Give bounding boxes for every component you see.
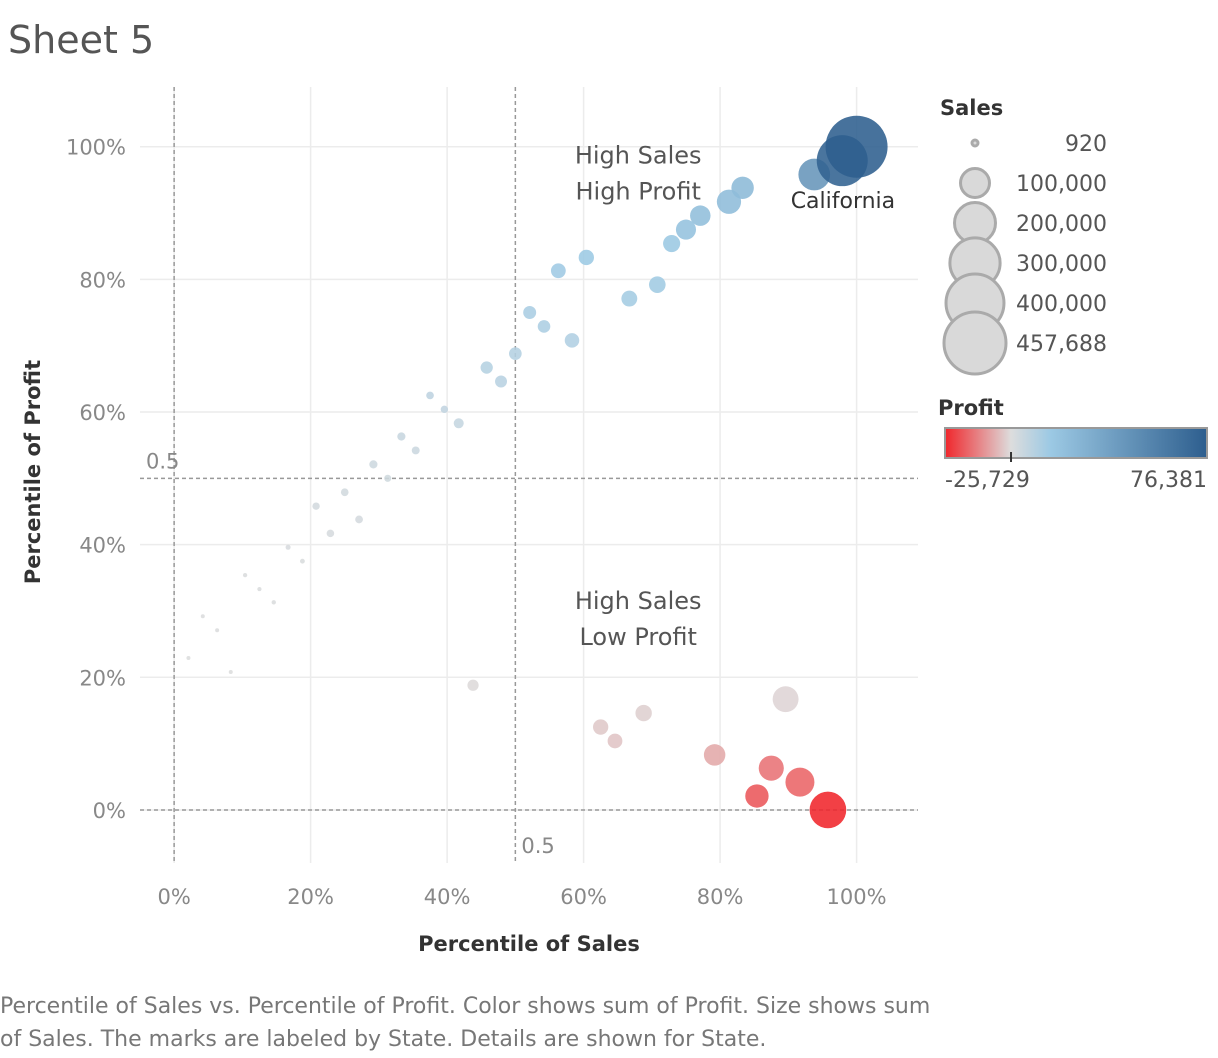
data-point[interactable] bbox=[312, 502, 320, 510]
data-point[interactable] bbox=[285, 544, 291, 550]
quadrant-annotation: High Sales bbox=[575, 141, 702, 169]
data-point[interactable] bbox=[716, 189, 742, 214]
quadrant-annotations: High Sales High Profit High Sales Low Profi… bbox=[575, 141, 702, 651]
y-tick-label: 40% bbox=[79, 534, 126, 558]
sales-legend-label: 400,000 bbox=[1016, 292, 1107, 317]
data-point[interactable] bbox=[384, 474, 392, 482]
data-point[interactable] bbox=[509, 347, 522, 360]
quadrant-annotation: Low Profit bbox=[579, 623, 697, 651]
reference-lines: 0.5 0.5 bbox=[140, 87, 918, 863]
data-point[interactable] bbox=[607, 733, 623, 749]
data-point[interactable] bbox=[299, 558, 305, 564]
sales-legend-circle bbox=[959, 167, 991, 199]
profit-gradient-bar bbox=[944, 427, 1208, 459]
point-label-california: California bbox=[791, 189, 895, 214]
scatter-chart: 0.5 0.5 0% 20% 40% 60% 80% 100% 0% 20% 40% 60% 80%… bbox=[21, 87, 1208, 956]
data-point[interactable] bbox=[592, 719, 609, 735]
data-point[interactable] bbox=[426, 391, 434, 400]
sales-legend-label: 920 bbox=[1065, 132, 1107, 157]
data-point[interactable] bbox=[271, 600, 276, 605]
data-point[interactable] bbox=[550, 263, 566, 279]
data-point[interactable] bbox=[523, 306, 537, 319]
data-point[interactable] bbox=[228, 669, 233, 674]
profit-legend-title: Profit bbox=[938, 396, 1004, 420]
x-reference-label: 0.5 bbox=[521, 834, 554, 858]
sales-legend-circle bbox=[942, 310, 1008, 376]
data-point[interactable] bbox=[648, 276, 666, 293]
data-point[interactable] bbox=[772, 686, 799, 713]
data-point[interactable] bbox=[825, 115, 888, 178]
sales-legend-items: 920 100,000 200,000 300,000 400,000 457,688 bbox=[942, 132, 1107, 376]
data-point[interactable] bbox=[537, 320, 551, 333]
x-axis-title: Percentile of Sales bbox=[418, 932, 640, 956]
data-point[interactable] bbox=[440, 405, 449, 414]
sales-legend-label: 300,000 bbox=[1016, 252, 1107, 277]
sales-legend-title: Sales bbox=[940, 96, 1003, 120]
grid-layer bbox=[140, 87, 918, 863]
x-tick-label: 60% bbox=[560, 885, 607, 909]
data-point[interactable] bbox=[215, 628, 220, 633]
quadrant-annotation: High Profit bbox=[575, 177, 700, 205]
y-tick-label: 20% bbox=[79, 666, 126, 690]
data-point[interactable] bbox=[675, 219, 697, 240]
sheet-title: Sheet 5 bbox=[8, 18, 155, 62]
profit-legend-min: -25,729 bbox=[945, 468, 1030, 493]
profit-legend-max: 76,381 bbox=[1130, 468, 1207, 493]
point-labels: California bbox=[791, 189, 895, 214]
profit-color-legend[interactable]: Profit -25,729 76,381 bbox=[938, 396, 1208, 493]
data-point[interactable] bbox=[453, 418, 464, 429]
y-axis-title: Percentile of Profit bbox=[21, 360, 45, 584]
data-point[interactable] bbox=[758, 755, 784, 781]
data-point[interactable] bbox=[564, 333, 580, 348]
x-tick-label: 40% bbox=[424, 885, 471, 909]
data-point[interactable] bbox=[200, 614, 205, 619]
data-point[interactable] bbox=[495, 375, 507, 388]
data-point[interactable] bbox=[257, 586, 262, 592]
data-point[interactable] bbox=[467, 679, 479, 691]
data-point[interactable] bbox=[326, 529, 335, 538]
data-point[interactable] bbox=[186, 656, 191, 661]
x-tick-label: 80% bbox=[697, 885, 744, 909]
y-tick-label: 80% bbox=[79, 268, 126, 292]
data-points[interactable] bbox=[186, 115, 888, 829]
data-point[interactable] bbox=[690, 205, 711, 226]
x-tick-label: 20% bbox=[287, 885, 334, 909]
x-tick-label: 0% bbox=[157, 885, 190, 909]
y-reference-label: 0.5 bbox=[146, 449, 179, 473]
data-point[interactable] bbox=[355, 515, 363, 524]
x-tick-label: 100% bbox=[827, 885, 887, 909]
data-point[interactable] bbox=[809, 791, 847, 829]
data-point[interactable] bbox=[621, 290, 638, 307]
data-point[interactable] bbox=[635, 704, 652, 722]
chart-caption: Percentile of Sales vs. Percentile of Pr… bbox=[0, 994, 931, 1052]
sales-legend-label: 457,688 bbox=[1016, 332, 1107, 357]
data-point[interactable] bbox=[340, 488, 349, 497]
y-tick-label: 0% bbox=[93, 799, 126, 823]
quadrant-annotation: High Sales bbox=[575, 587, 702, 615]
data-point[interactable] bbox=[578, 249, 594, 266]
data-point[interactable] bbox=[663, 234, 681, 253]
data-point[interactable] bbox=[242, 573, 248, 578]
data-point[interactable] bbox=[703, 744, 726, 766]
y-tick-label: 100% bbox=[66, 136, 126, 160]
data-point[interactable] bbox=[480, 361, 493, 374]
data-point[interactable] bbox=[745, 784, 769, 808]
data-point[interactable] bbox=[411, 446, 420, 455]
sales-size-legend[interactable]: Sales 920 100,000 200,000 300,000 400,000 457… bbox=[940, 96, 1107, 376]
x-axis-ticks: 0% 20% 40% 60% 80% 100% bbox=[157, 885, 886, 909]
data-point[interactable] bbox=[369, 460, 378, 469]
y-tick-label: 60% bbox=[79, 401, 126, 425]
sales-legend-label: 100,000 bbox=[1016, 172, 1107, 197]
sales-legend-label: 200,000 bbox=[1016, 212, 1107, 237]
sales-legend-circle bbox=[970, 138, 980, 148]
data-point[interactable] bbox=[785, 767, 815, 797]
y-axis-ticks: 0% 20% 40% 60% 80% 100% bbox=[66, 136, 126, 823]
data-point[interactable] bbox=[397, 432, 406, 441]
